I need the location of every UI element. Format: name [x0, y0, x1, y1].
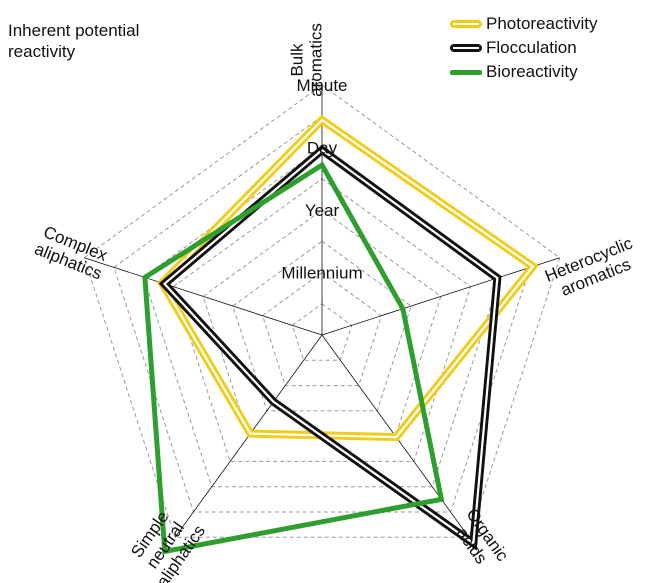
chart-title: Inherent potential reactivity [8, 21, 140, 61]
series-flocculation-inner [162, 148, 499, 546]
level-label: Day [307, 139, 338, 158]
axis-label-line: Bulk [288, 43, 307, 77]
series-layer [142, 114, 539, 555]
level-label: Year [305, 201, 340, 220]
legend-swatch-black [450, 44, 482, 52]
legend-label: Flocculation [486, 38, 577, 57]
legend-item-flocculation: Flocculation [450, 36, 598, 60]
grid-ring [113, 115, 531, 513]
legend-label: Photoreactivity [486, 14, 598, 33]
legend-item-bioreactivity: Bioreactivity [450, 60, 598, 84]
grid-ring [172, 178, 472, 462]
legend-label: Bioreactivity [486, 62, 578, 81]
level-label-layer: Millennium Year Day Minute [281, 76, 362, 283]
level-label: Millennium [281, 264, 362, 283]
legend-swatch-yellow [450, 20, 482, 28]
level-label: Minute [296, 76, 347, 95]
axis-spoke [321, 257, 560, 336]
legend-item-photoreactivity: Photoreactivity [450, 12, 598, 36]
series-bioreactivity [142, 161, 445, 555]
grid-ring [291, 303, 353, 361]
axis-label: Bulk aromatics [288, 23, 326, 97]
axis-label-line: aromatics [307, 23, 326, 97]
legend-swatch-green [450, 69, 482, 75]
axis-spoke [84, 257, 323, 336]
legend: Photoreactivity Flocculation Bioreactivi… [450, 12, 598, 84]
grid-ring [261, 271, 383, 387]
